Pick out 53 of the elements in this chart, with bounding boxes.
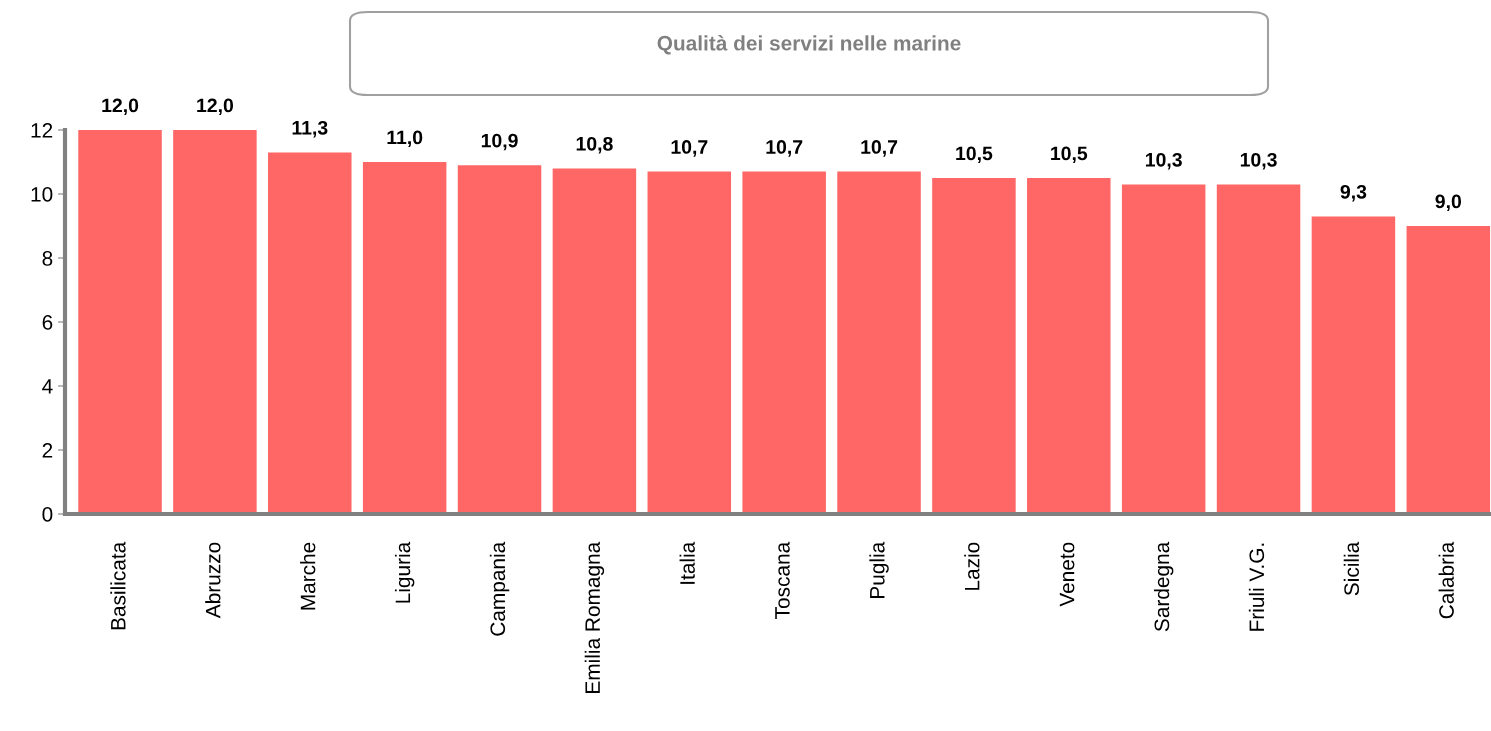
data-label: 10,7 (671, 140, 708, 157)
data-label: 10,7 (766, 140, 803, 157)
bar (362, 162, 447, 514)
y-tick-label: 12 (31, 123, 53, 138)
data-label: 10,3 (1145, 152, 1182, 170)
bar (78, 130, 162, 514)
x-tick-label: Basilicata (110, 541, 126, 630)
bar (837, 171, 921, 514)
y-tick-label: 10 (31, 187, 53, 202)
y-tick-label: 8 (42, 251, 53, 266)
x-tick-label: Marche (300, 542, 316, 610)
bar (1121, 184, 1206, 514)
y-tick-label: 2 (42, 443, 53, 458)
bar (1311, 216, 1396, 514)
chart-title: Qualità dei servizi nelle marine (657, 35, 961, 55)
data-label: 9,0 (1435, 194, 1462, 212)
x-tick-label: Abruzzo (205, 542, 221, 619)
data-label: 12,0 (102, 98, 139, 116)
bar (457, 165, 542, 514)
x-tick-label: Sardegna (1153, 541, 1174, 632)
y-tick-label: 4 (42, 379, 53, 394)
bar (932, 178, 1016, 514)
data-label: 10,8 (576, 136, 613, 154)
x-tick-label: Emilia Romagna (584, 541, 605, 693)
data-label: 10,7 (861, 140, 898, 157)
x-tick-label: Toscana (775, 541, 790, 619)
x-tick-label: Lazio (964, 542, 980, 590)
x-tick-label: Liguria (394, 541, 415, 603)
y-tick-label: 0 (42, 507, 53, 522)
bar (268, 152, 352, 514)
bar (1406, 226, 1491, 514)
data-label: 11,0 (387, 130, 423, 148)
data-label: 10,5 (1051, 146, 1088, 164)
bar (173, 130, 257, 514)
data-label: 10,5 (956, 146, 993, 164)
bar (742, 171, 826, 514)
bar (1027, 178, 1111, 514)
x-tick-label: Calabria (1438, 541, 1454, 619)
x-tick-label: Campania (489, 541, 510, 636)
y-tick-label: 6 (42, 315, 53, 330)
data-label: 12,0 (197, 98, 234, 116)
data-label: 11,3 (292, 120, 328, 138)
data-label: 9,3 (1340, 184, 1367, 202)
x-tick-label: Italia (679, 541, 695, 584)
x-tick-label: Friuli V.G. (1248, 543, 1265, 631)
x-tick-label: Puglia (869, 541, 889, 598)
bar (1216, 184, 1301, 514)
bar (552, 168, 637, 514)
data-label: 10,3 (1240, 152, 1277, 170)
x-tick-label: Sicilia (1343, 541, 1360, 596)
x-tick-label: Veneto (1059, 542, 1075, 607)
data-label: 10,9 (481, 133, 518, 151)
bar (647, 171, 732, 514)
